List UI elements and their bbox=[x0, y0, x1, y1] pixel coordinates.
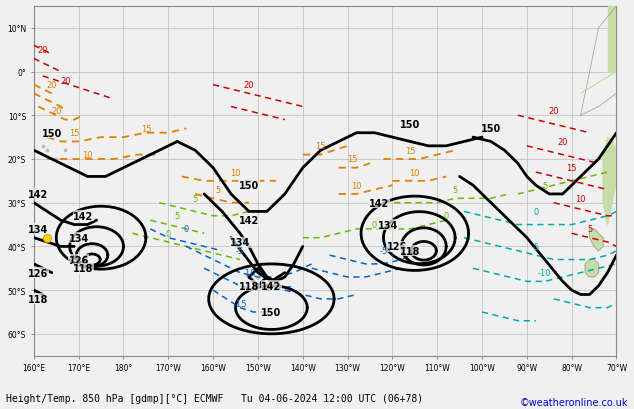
Text: -10: -10 bbox=[242, 268, 256, 277]
Text: 15: 15 bbox=[316, 142, 326, 151]
Polygon shape bbox=[607, 7, 616, 72]
Text: Height/Temp. 850 hPa [gdmp][°C] ECMWF   Tu 04-06-2024 12:00 UTC (06+78): Height/Temp. 850 hPa [gdmp][°C] ECMWF Tu… bbox=[6, 393, 424, 403]
Text: 126: 126 bbox=[387, 242, 407, 252]
Text: 150: 150 bbox=[481, 124, 501, 134]
Text: 10: 10 bbox=[82, 151, 93, 160]
Text: 126: 126 bbox=[68, 255, 89, 265]
Text: 126: 126 bbox=[28, 268, 48, 278]
Text: 20: 20 bbox=[60, 76, 70, 85]
Text: 20: 20 bbox=[243, 81, 254, 90]
Text: 0: 0 bbox=[165, 229, 171, 238]
Text: 142: 142 bbox=[239, 216, 259, 226]
Text: 20: 20 bbox=[37, 46, 48, 55]
Text: 20: 20 bbox=[557, 138, 568, 146]
Text: -5: -5 bbox=[532, 242, 540, 251]
Polygon shape bbox=[590, 229, 603, 251]
Text: 118: 118 bbox=[73, 264, 93, 274]
Text: 150: 150 bbox=[239, 181, 259, 191]
Text: 20: 20 bbox=[51, 107, 61, 116]
Text: 118: 118 bbox=[28, 294, 49, 304]
Text: 118: 118 bbox=[400, 246, 420, 256]
Polygon shape bbox=[603, 138, 616, 225]
Text: 5: 5 bbox=[453, 186, 458, 195]
Text: 20: 20 bbox=[46, 81, 57, 90]
Text: 5: 5 bbox=[542, 181, 547, 190]
Text: 5: 5 bbox=[174, 212, 180, 221]
Text: 15: 15 bbox=[141, 125, 151, 133]
Text: 142: 142 bbox=[261, 281, 281, 291]
Text: 10: 10 bbox=[576, 194, 586, 203]
Text: 134: 134 bbox=[68, 233, 89, 243]
Polygon shape bbox=[581, 72, 616, 94]
Text: 150: 150 bbox=[261, 307, 281, 317]
Text: 118: 118 bbox=[239, 281, 259, 291]
Text: 134: 134 bbox=[230, 238, 250, 247]
Text: 150: 150 bbox=[42, 128, 62, 138]
Text: 15: 15 bbox=[566, 164, 577, 173]
Text: 20: 20 bbox=[548, 107, 559, 116]
Text: 10: 10 bbox=[230, 168, 241, 177]
Text: -5: -5 bbox=[379, 247, 387, 256]
Text: 134: 134 bbox=[28, 225, 48, 234]
Text: 15: 15 bbox=[405, 146, 415, 155]
Text: -10: -10 bbox=[538, 268, 552, 277]
Text: 0: 0 bbox=[372, 220, 377, 229]
Text: 150: 150 bbox=[400, 120, 420, 130]
Text: 10: 10 bbox=[351, 181, 362, 190]
Polygon shape bbox=[585, 260, 598, 277]
Text: 0: 0 bbox=[184, 225, 189, 234]
Text: 0: 0 bbox=[533, 207, 538, 216]
Text: ©weatheronline.co.uk: ©weatheronline.co.uk bbox=[519, 397, 628, 407]
Text: 5: 5 bbox=[215, 186, 220, 195]
Text: 5: 5 bbox=[193, 194, 198, 203]
Text: 0: 0 bbox=[444, 212, 449, 221]
Text: 10: 10 bbox=[410, 168, 420, 177]
Text: 142: 142 bbox=[73, 211, 93, 221]
Text: 142: 142 bbox=[28, 189, 48, 200]
Text: 134: 134 bbox=[378, 220, 398, 230]
Text: -5: -5 bbox=[236, 247, 244, 256]
Text: 142: 142 bbox=[369, 198, 389, 208]
Text: 15: 15 bbox=[69, 129, 79, 138]
Text: 5: 5 bbox=[587, 225, 592, 234]
Text: -15: -15 bbox=[233, 299, 247, 308]
Text: 15: 15 bbox=[347, 155, 358, 164]
